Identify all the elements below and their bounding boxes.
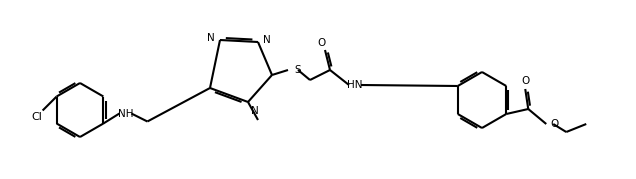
Text: N: N xyxy=(251,106,259,116)
Text: Cl: Cl xyxy=(31,112,42,122)
Text: N: N xyxy=(263,35,271,45)
Text: N: N xyxy=(207,33,215,43)
Text: O: O xyxy=(318,38,326,48)
Text: O: O xyxy=(521,76,529,86)
Text: S: S xyxy=(294,65,301,75)
Text: HN: HN xyxy=(347,80,363,90)
Text: NH: NH xyxy=(118,108,133,118)
Text: O: O xyxy=(550,119,558,129)
